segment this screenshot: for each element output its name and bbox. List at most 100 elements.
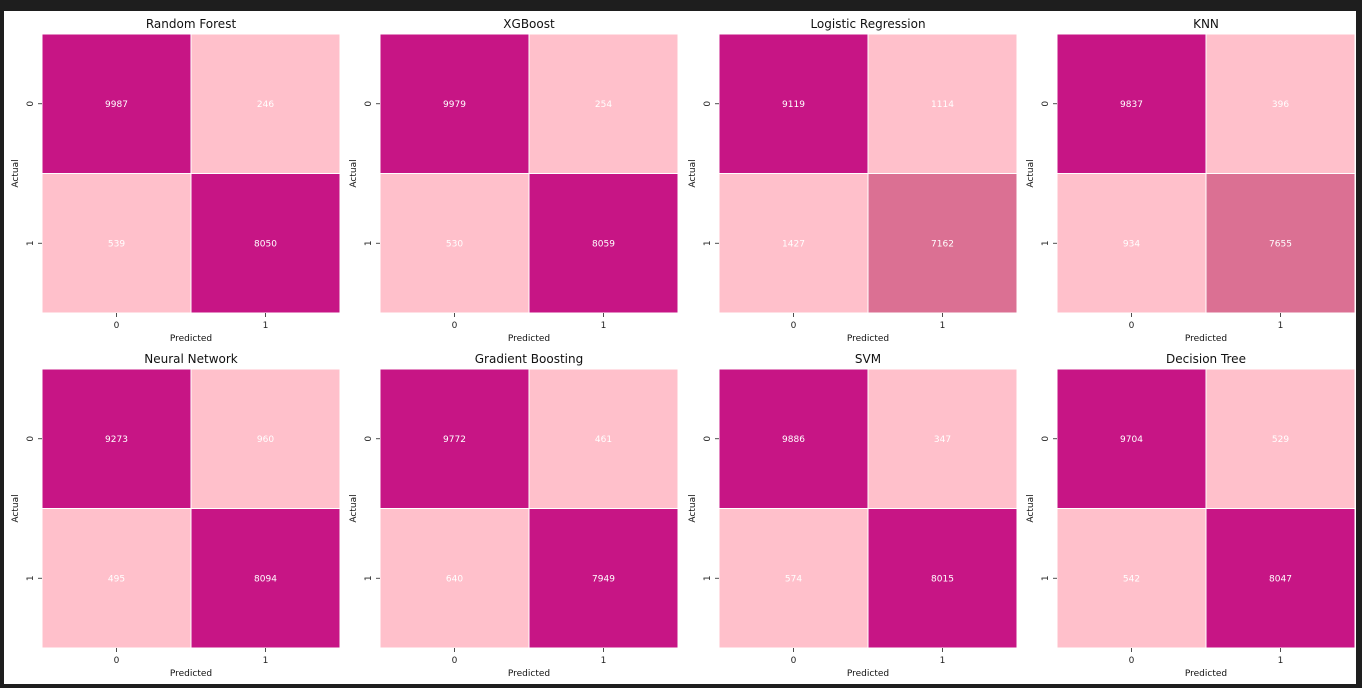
cell-value-label: 461 [595, 435, 612, 445]
cell-value-label: 9119 [782, 100, 805, 110]
y-axis-label: Actual [688, 494, 698, 522]
y-tick-label: 1 [1041, 240, 1051, 246]
chart-title: XGBoost [503, 17, 555, 31]
x-tick-label: 1 [263, 321, 269, 331]
cell-value-label: 542 [1123, 574, 1140, 584]
cell-value-label: 9886 [782, 435, 805, 445]
x-tick-label: 1 [1278, 321, 1284, 331]
x-tick-label: 1 [601, 321, 607, 331]
cell-value-label: 1114 [931, 100, 954, 110]
cell-value-label: 1427 [782, 239, 805, 249]
heatmap-cell [867, 33, 1018, 174]
y-tick-label: 1 [1041, 575, 1051, 581]
cell-value-label: 8059 [592, 239, 615, 249]
heatmap-cell [528, 33, 679, 174]
heatmap-cell [1205, 173, 1356, 314]
cell-value-label: 8047 [1269, 574, 1292, 584]
heatmap-cell [1205, 368, 1356, 509]
x-tick-label: 1 [263, 656, 269, 666]
cell-value-label: 9704 [1120, 435, 1143, 445]
cell-value-label: 9273 [105, 435, 128, 445]
cell-value-label: 640 [446, 574, 463, 584]
y-tick-label: 1 [26, 575, 36, 581]
y-axis-label: Actual [349, 159, 359, 187]
heatmap-cell [1056, 33, 1207, 174]
heatmap-cell [718, 173, 869, 314]
cell-value-label: 7655 [1269, 239, 1292, 249]
chart-title: Gradient Boosting [475, 352, 583, 366]
y-tick-label: 0 [1041, 101, 1051, 107]
cell-value-label: 347 [934, 435, 951, 445]
heatmap-cell [41, 368, 192, 509]
x-tick-label: 0 [791, 321, 797, 331]
y-tick-label: 1 [364, 575, 374, 581]
chart-title: Logistic Regression [810, 17, 925, 31]
chart-title: KNN [1193, 17, 1219, 31]
cell-value-label: 9979 [443, 100, 466, 110]
x-axis-label: Predicted [1185, 334, 1227, 344]
x-tick-label: 0 [114, 656, 120, 666]
y-tick-label: 1 [26, 240, 36, 246]
heatmap-cell [528, 173, 679, 314]
heatmap-cell [190, 368, 341, 509]
y-axis-label: Actual [1026, 159, 1036, 187]
heatmap-cell [190, 508, 341, 649]
y-axis-label: Actual [11, 159, 21, 187]
x-tick-label: 0 [452, 321, 458, 331]
x-axis-label: Predicted [508, 669, 550, 679]
x-tick-label: 0 [791, 656, 797, 666]
heatmap-cell [41, 173, 192, 314]
x-axis-label: Predicted [170, 669, 212, 679]
y-tick-label: 1 [703, 575, 713, 581]
heatmap-cell [41, 33, 192, 174]
y-tick-label: 1 [703, 240, 713, 246]
cell-value-label: 9987 [105, 100, 128, 110]
heatmap-cell [41, 508, 192, 649]
y-tick-label: 0 [26, 101, 36, 107]
chart-title: Neural Network [144, 352, 238, 366]
cell-value-label: 960 [257, 435, 274, 445]
heatmap-cell [528, 368, 679, 509]
heatmap-cell [1205, 508, 1356, 649]
x-tick-label: 0 [1129, 321, 1135, 331]
cell-value-label: 7162 [931, 239, 954, 249]
cell-value-label: 246 [257, 100, 274, 110]
y-tick-label: 1 [364, 240, 374, 246]
chart-title: SVM [855, 352, 881, 366]
y-tick-label: 0 [703, 436, 713, 442]
heatmap-cell [867, 173, 1018, 314]
confusion-matrix-grid: Random Forest 9987 246 539 8050 0 1 0 1 Predicted… [11, 17, 1356, 679]
x-axis-label: Predicted [847, 669, 889, 679]
x-axis-label: Predicted [847, 334, 889, 344]
heatmap-cell [379, 173, 530, 314]
cell-value-label: 8050 [254, 239, 277, 249]
heatmap-cell [190, 173, 341, 314]
x-tick-label: 1 [940, 656, 946, 666]
x-axis-label: Predicted [508, 334, 550, 344]
heatmap-cell [867, 508, 1018, 649]
x-tick-label: 0 [114, 321, 120, 331]
y-tick-label: 0 [1041, 436, 1051, 442]
heatmap-cell [867, 368, 1018, 509]
y-tick-label: 0 [364, 101, 374, 107]
cell-value-label: 495 [108, 574, 125, 584]
cell-value-label: 254 [595, 100, 612, 110]
x-axis-label: Predicted [170, 334, 212, 344]
figure-area: Random Forest 9987 246 539 8050 0 1 0 1 Predicted… [4, 11, 1356, 684]
cell-value-label: 530 [446, 239, 463, 249]
y-axis-label: Actual [688, 159, 698, 187]
x-tick-label: 1 [940, 321, 946, 331]
y-tick-label: 0 [26, 436, 36, 442]
heatmap-cell [1056, 173, 1207, 314]
y-axis-label: Actual [1026, 494, 1036, 522]
y-axis-label: Actual [349, 494, 359, 522]
heatmap-cell [379, 368, 530, 509]
cell-value-label: 8094 [254, 574, 277, 584]
heatmap-cell [1056, 368, 1207, 509]
x-tick-label: 1 [1278, 656, 1284, 666]
cell-value-label: 934 [1123, 239, 1140, 249]
heatmap-cell [528, 508, 679, 649]
y-axis-label: Actual [11, 494, 21, 522]
heatmap-cell [190, 33, 341, 174]
heatmap-cell [1205, 33, 1356, 174]
